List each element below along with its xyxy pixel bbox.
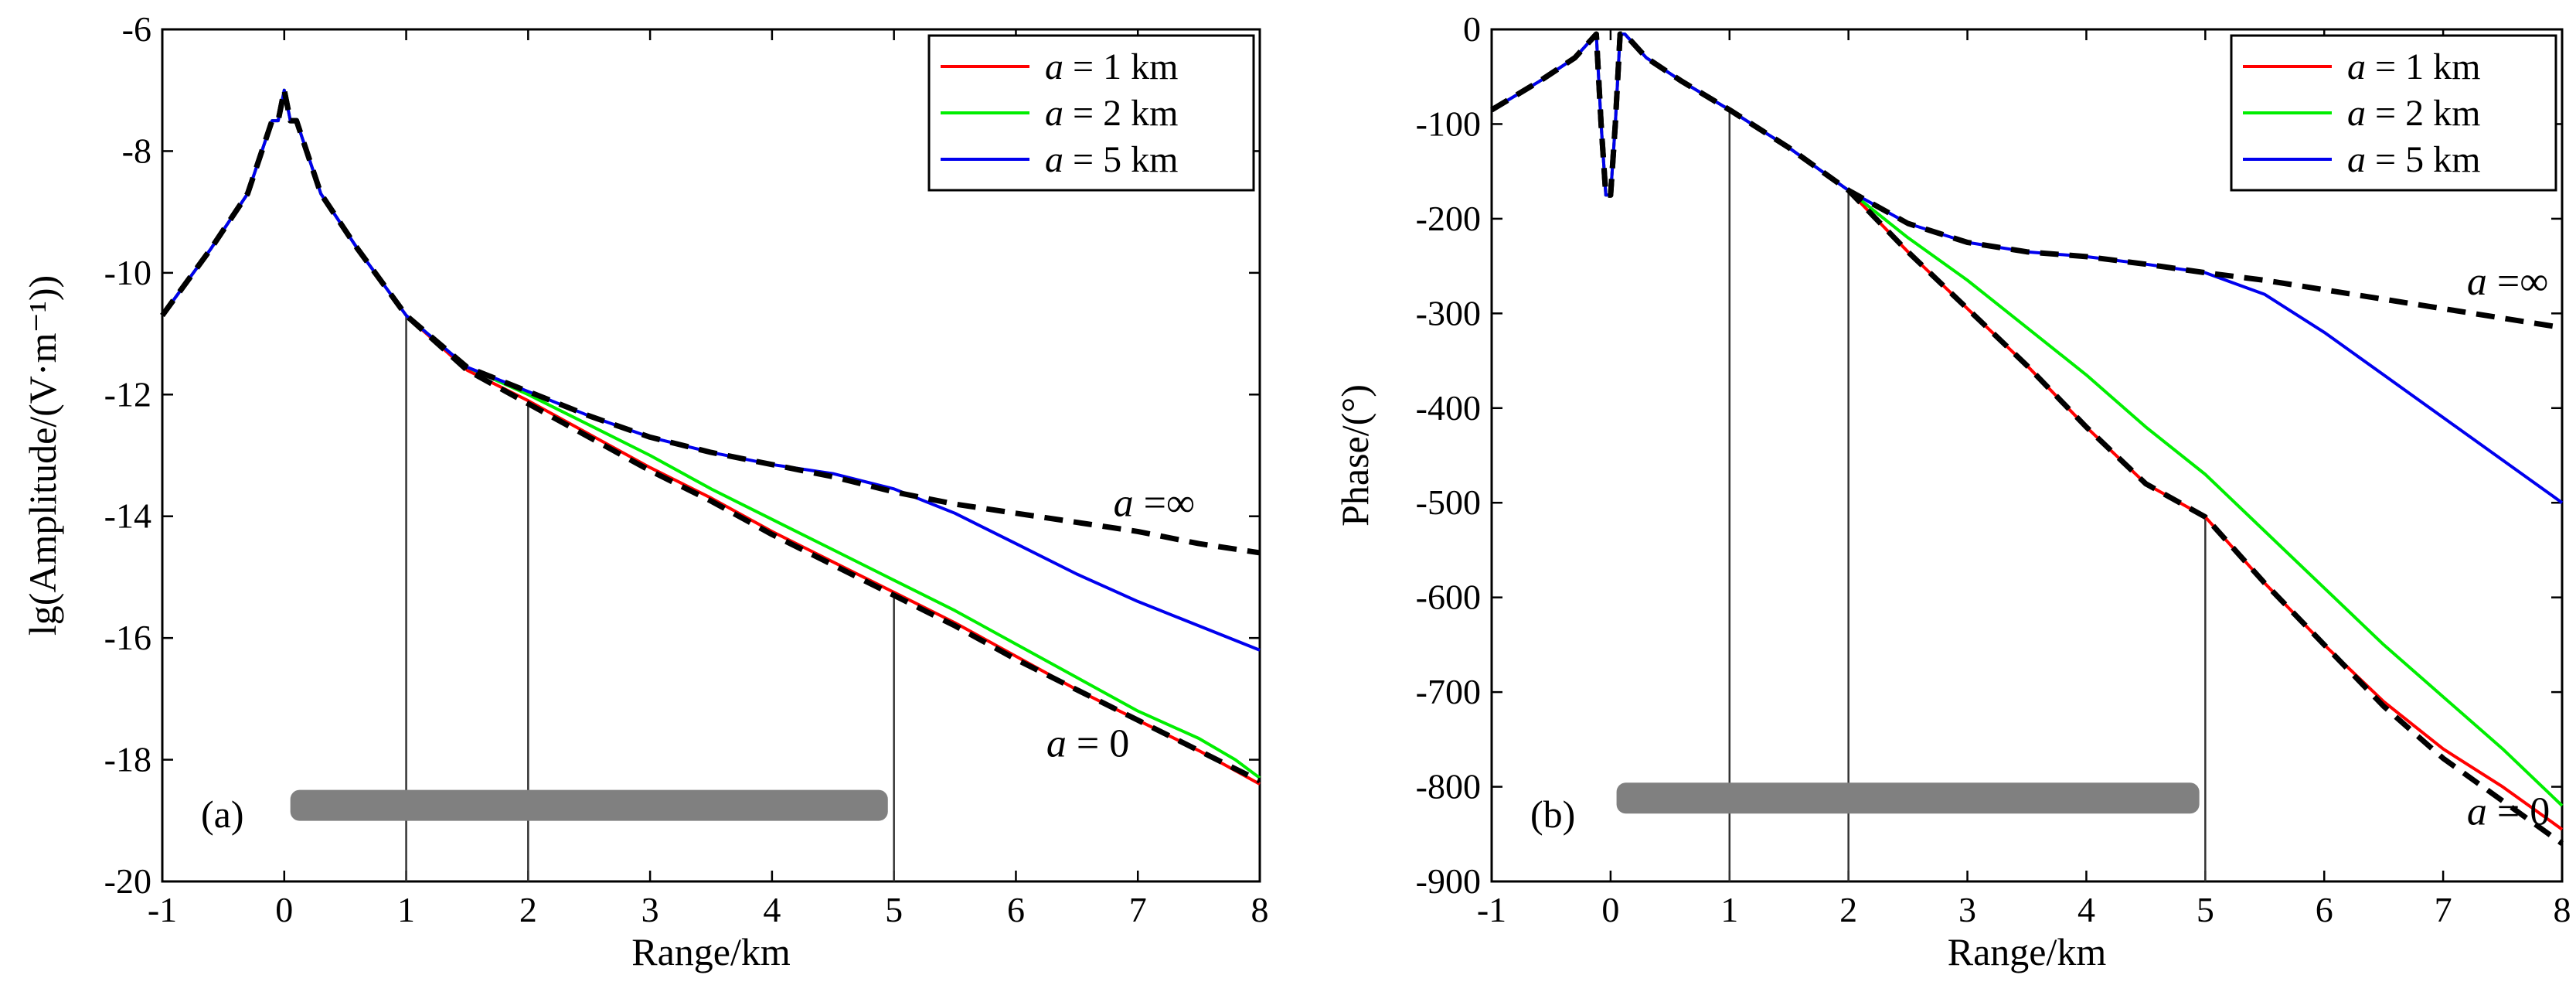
legend-entry: a = 1 km [2347, 46, 2480, 87]
legend-var: a [1045, 139, 1063, 180]
x-axis-label: Range/km [631, 930, 791, 973]
panel-label: (a) [201, 793, 244, 836]
y-tick-label: -600 [1416, 578, 1481, 617]
x-tick-label: 1 [397, 890, 415, 929]
x-tick-label: -1 [1477, 890, 1506, 929]
y-tick-label: -900 [1416, 861, 1481, 901]
panel-a-amplitude: -1 0 1 2 3 4 5 6 7 8-20-18-16-14-12-10-8-6Range/k… [21, 9, 1269, 973]
y-axis-label: lg(Amplitude/(V·m⁻¹)) [21, 275, 64, 636]
legend-entry: a = 2 km [2347, 93, 2480, 134]
x-tick-label: 7 [2435, 890, 2452, 929]
y-tick-label: -18 [104, 740, 151, 779]
x-tick-label: 8 [2554, 890, 2571, 929]
legend-var: a [1045, 93, 1063, 134]
y-tick-label: -20 [104, 861, 151, 901]
y-tick-label: -500 [1416, 482, 1481, 522]
x-tick-label: 3 [641, 890, 659, 929]
annotation-var: a [2467, 790, 2487, 834]
y-tick-label: 0 [1463, 9, 1481, 49]
curve-annotation: a = 0 [1046, 722, 1129, 766]
annotation-value: = 0 [1067, 722, 1129, 766]
annotation-value: =∞ [2487, 260, 2548, 304]
x-tick-label: 8 [1251, 890, 1269, 929]
range-bar [290, 789, 888, 821]
y-tick-label: -6 [122, 9, 151, 49]
panel-label: (b) [1530, 793, 1575, 836]
annotation-var: a [2467, 260, 2487, 304]
x-tick-label: 0 [1601, 890, 1619, 929]
legend-entry: a = 5 km [2347, 139, 2480, 180]
y-tick-label: -10 [104, 253, 151, 292]
x-tick-label: 3 [1958, 890, 1976, 929]
range-bar [1616, 782, 2200, 814]
legend-var: a [1045, 46, 1063, 87]
series-line-a-5-km [161, 88, 1261, 652]
legend-entry: a = 1 km [1045, 46, 1178, 87]
x-axis-label: Range/km [1948, 930, 2107, 973]
y-tick-label: -300 [1416, 293, 1481, 332]
series-line-a-0 [1490, 31, 2564, 846]
series-line-a- [160, 87, 1261, 556]
x-tick-label: 1 [1720, 890, 1738, 929]
y-tick-label: -12 [104, 374, 151, 414]
legend-value: = 1 km [1063, 46, 1178, 87]
y-tick-label: -400 [1416, 388, 1481, 428]
y-tick-label: -8 [122, 131, 151, 170]
x-tick-label: 5 [885, 890, 903, 929]
x-tick-label: -1 [148, 890, 177, 929]
x-tick-label: 4 [2077, 890, 2095, 929]
series-line-a-0 [160, 87, 1261, 784]
legend-var: a [2347, 46, 2366, 87]
legend-value: = 5 km [1063, 139, 1178, 180]
legend-entry: a = 5 km [1045, 139, 1178, 180]
legend-var: a [2347, 139, 2366, 180]
annotation-value: =∞ [1134, 482, 1195, 526]
legend-value: = 2 km [1063, 93, 1178, 134]
annotation-value: = 0 [2487, 790, 2550, 834]
y-tick-label: -14 [104, 496, 151, 536]
y-tick-label: -16 [104, 618, 151, 657]
curve-annotation: a = 0 [2467, 790, 2550, 834]
y-tick-label: -200 [1416, 199, 1481, 238]
curve-annotation: a =∞ [1114, 482, 1195, 526]
x-tick-label: 6 [2316, 890, 2333, 929]
annotation-var: a [1114, 482, 1134, 526]
legend-value: = 1 km [2366, 46, 2480, 87]
curve-annotation: a =∞ [2467, 260, 2548, 304]
y-tick-label: -800 [1416, 767, 1481, 806]
x-tick-label: 6 [1007, 890, 1025, 929]
legend-entry: a = 2 km [1045, 93, 1178, 134]
x-tick-label: 2 [1839, 890, 1857, 929]
annotation-var: a [1046, 722, 1067, 766]
x-tick-label: 4 [763, 890, 781, 929]
legend-value: = 2 km [2366, 93, 2480, 134]
y-tick-label: -700 [1416, 672, 1481, 711]
panel-b-phase: -1 0 1 2 3 4 5 6 7 8 -900 -800 -700 -600 -500 -400 -300 -… [1333, 9, 2571, 973]
y-tick-label: -100 [1416, 104, 1481, 143]
legend-var: a [2347, 93, 2366, 134]
x-tick-label: 5 [2197, 890, 2214, 929]
legend-value: = 5 km [2366, 139, 2480, 180]
x-tick-label: 0 [275, 890, 293, 929]
x-tick-label: 2 [519, 890, 537, 929]
y-axis-label: Phase/(°) [1333, 384, 1376, 527]
x-tick-label: 7 [1129, 890, 1147, 929]
